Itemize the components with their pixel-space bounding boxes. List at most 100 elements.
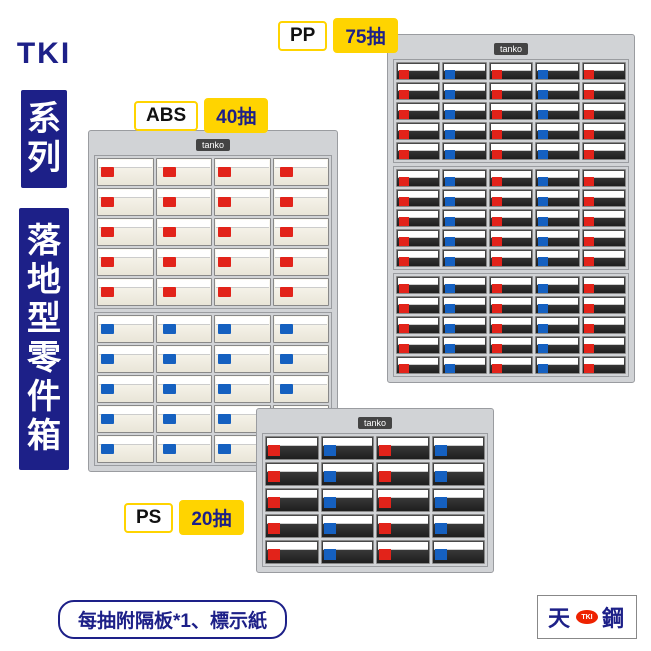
- drawer: [214, 248, 271, 276]
- drawer: [432, 514, 486, 538]
- brand-text-1: 天: [548, 601, 572, 633]
- drawer: [396, 229, 440, 247]
- drawer: [535, 209, 579, 227]
- tag-abs-name: ABS: [134, 101, 198, 131]
- drawer: [273, 375, 330, 403]
- drawer: [214, 278, 271, 306]
- drawer: [156, 345, 213, 373]
- drawer: [442, 189, 486, 207]
- drawer: [265, 514, 319, 538]
- tag-ps: PS 20抽: [124, 500, 244, 535]
- drawer: [156, 375, 213, 403]
- drawer-row: [396, 209, 626, 227]
- drawer: [97, 405, 154, 433]
- drawer-row: [97, 158, 329, 186]
- drawer: [273, 345, 330, 373]
- drawer: [97, 278, 154, 306]
- drawer: [535, 276, 579, 294]
- drawer: [442, 249, 486, 267]
- drawer: [156, 315, 213, 343]
- drawer: [156, 218, 213, 246]
- product-label-badge: 落 地 型 零 件 箱: [19, 208, 69, 471]
- drawer: [432, 462, 486, 486]
- tag-ps-value: 20抽: [179, 500, 243, 535]
- cabinet-brand-label: tanko: [196, 139, 230, 151]
- drawer: [582, 276, 626, 294]
- cabinet-brand-label: tanko: [494, 43, 528, 55]
- drawer: [489, 276, 533, 294]
- drawer: [442, 62, 486, 80]
- drawer-row: [97, 218, 329, 246]
- drawer: [535, 169, 579, 187]
- tag-ps-name: PS: [124, 503, 173, 533]
- drawer-row: [97, 188, 329, 216]
- drawer: [396, 102, 440, 120]
- cabinet-pp: tanko: [387, 34, 635, 383]
- drawer: [396, 169, 440, 187]
- drawer: [273, 315, 330, 343]
- drawer-row: [97, 345, 329, 373]
- drawer: [214, 345, 271, 373]
- drawer: [442, 296, 486, 314]
- drawer: [97, 158, 154, 186]
- drawer: [97, 435, 154, 463]
- drawer: [442, 336, 486, 354]
- drawer: [489, 249, 533, 267]
- drawer: [273, 158, 330, 186]
- drawer-row: [396, 82, 626, 100]
- drawer-row: [396, 229, 626, 247]
- sidebar: TKI 系 列 落 地 型 零 件 箱: [14, 38, 74, 470]
- drawer: [396, 142, 440, 160]
- drawer: [376, 514, 430, 538]
- drawer: [214, 188, 271, 216]
- drawer: [214, 158, 271, 186]
- drawer: [582, 142, 626, 160]
- drawer: [582, 209, 626, 227]
- drawer: [376, 462, 430, 486]
- drawer: [535, 189, 579, 207]
- tag-pp-value: 75抽: [333, 18, 397, 53]
- drawer-block: [94, 155, 332, 309]
- drawer-row: [396, 189, 626, 207]
- drawer: [321, 488, 375, 512]
- drawer: [489, 336, 533, 354]
- drawer: [156, 405, 213, 433]
- drawer-row: [396, 249, 626, 267]
- drawer: [156, 188, 213, 216]
- drawer: [273, 188, 330, 216]
- drawer: [442, 122, 486, 140]
- drawer: [156, 278, 213, 306]
- drawer: [396, 62, 440, 80]
- drawer: [396, 249, 440, 267]
- drawer: [273, 218, 330, 246]
- drawer-row: [97, 375, 329, 403]
- drawer-row: [396, 296, 626, 314]
- drawer: [489, 169, 533, 187]
- drawer-row: [396, 356, 626, 374]
- drawer: [582, 356, 626, 374]
- drawer: [442, 276, 486, 294]
- drawer: [582, 102, 626, 120]
- drawer: [582, 62, 626, 80]
- drawer: [442, 316, 486, 334]
- drawer: [489, 189, 533, 207]
- brand-text-2: 鋼: [602, 601, 626, 633]
- drawer: [97, 248, 154, 276]
- drawer: [535, 249, 579, 267]
- drawer: [97, 315, 154, 343]
- cabinet-brand-label: tanko: [358, 417, 392, 429]
- drawer: [214, 315, 271, 343]
- drawer-row: [396, 102, 626, 120]
- drawer: [265, 462, 319, 486]
- drawer: [489, 209, 533, 227]
- drawer-row: [265, 436, 485, 460]
- drawer: [396, 82, 440, 100]
- drawer: [273, 278, 330, 306]
- brand-logo: 天 鋼: [537, 595, 637, 639]
- drawer: [432, 436, 486, 460]
- drawer: [489, 62, 533, 80]
- drawer: [376, 540, 430, 564]
- drawer: [321, 514, 375, 538]
- drawer: [489, 316, 533, 334]
- brand-icon: [576, 610, 598, 624]
